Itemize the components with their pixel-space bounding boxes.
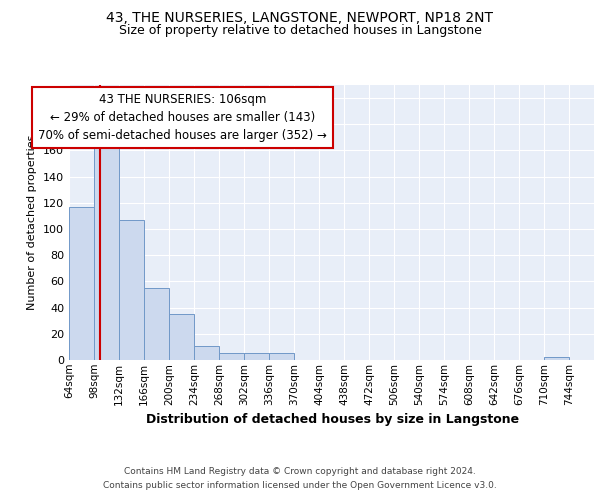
Bar: [219, 354, 244, 360]
Bar: [244, 354, 269, 360]
Bar: [144, 288, 169, 360]
Bar: [94, 145, 119, 360]
Text: Contains HM Land Registry data © Crown copyright and database right 2024.: Contains HM Land Registry data © Crown c…: [124, 468, 476, 476]
Bar: [269, 354, 294, 360]
Bar: [119, 220, 144, 360]
Bar: [169, 314, 194, 360]
Bar: [194, 346, 219, 360]
Text: 43 THE NURSERIES: 106sqm
← 29% of detached houses are smaller (143)
70% of semi-: 43 THE NURSERIES: 106sqm ← 29% of detach…: [38, 93, 326, 142]
Bar: [544, 358, 569, 360]
Text: Distribution of detached houses by size in Langstone: Distribution of detached houses by size …: [146, 412, 520, 426]
Y-axis label: Number of detached properties: Number of detached properties: [28, 135, 37, 310]
Text: Contains public sector information licensed under the Open Government Licence v3: Contains public sector information licen…: [103, 481, 497, 490]
Bar: [69, 207, 94, 360]
Text: Size of property relative to detached houses in Langstone: Size of property relative to detached ho…: [119, 24, 481, 37]
Text: 43, THE NURSERIES, LANGSTONE, NEWPORT, NP18 2NT: 43, THE NURSERIES, LANGSTONE, NEWPORT, N…: [107, 11, 493, 25]
